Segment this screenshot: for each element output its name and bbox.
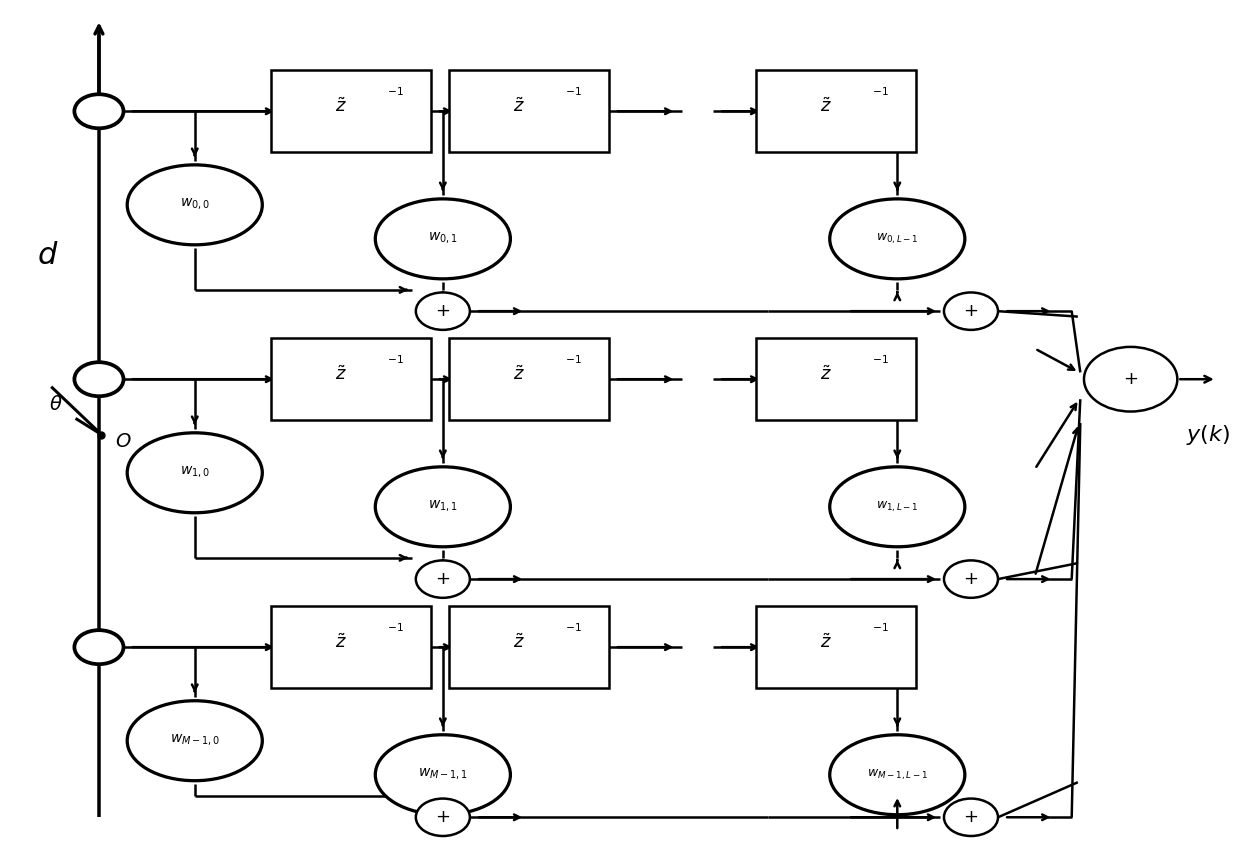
Text: $\tilde{z}$: $\tilde{z}$ xyxy=(820,634,832,652)
Ellipse shape xyxy=(128,433,263,513)
Text: $+$: $+$ xyxy=(963,302,978,320)
Text: $+$: $+$ xyxy=(1123,371,1138,389)
Text: $+$: $+$ xyxy=(435,809,450,826)
Circle shape xyxy=(415,798,470,836)
Text: $\tilde{z}$: $\tilde{z}$ xyxy=(513,98,525,116)
Circle shape xyxy=(944,798,998,836)
Text: $\theta$: $\theta$ xyxy=(50,395,63,414)
Text: $^{-1}$: $^{-1}$ xyxy=(387,625,403,639)
Circle shape xyxy=(944,292,998,330)
Text: $\tilde{z}$: $\tilde{z}$ xyxy=(335,366,347,384)
Bar xyxy=(270,338,430,420)
Text: $^{-1}$: $^{-1}$ xyxy=(564,625,582,639)
Text: $w_{M-1,L-1}$: $w_{M-1,L-1}$ xyxy=(867,768,928,782)
Bar xyxy=(756,338,915,420)
Ellipse shape xyxy=(830,199,965,279)
Text: $w_{M-1,0}$: $w_{M-1,0}$ xyxy=(170,734,219,748)
Text: $^{-1}$: $^{-1}$ xyxy=(387,356,403,371)
Text: $^{-1}$: $^{-1}$ xyxy=(872,356,889,371)
Ellipse shape xyxy=(376,199,511,279)
Bar xyxy=(270,71,430,153)
Text: $\tilde{z}$: $\tilde{z}$ xyxy=(820,366,832,384)
Text: $\tilde{z}$: $\tilde{z}$ xyxy=(335,98,347,116)
Text: $d$: $d$ xyxy=(37,241,58,270)
Text: $^{-1}$: $^{-1}$ xyxy=(872,89,889,103)
Circle shape xyxy=(74,362,124,396)
Ellipse shape xyxy=(376,467,511,547)
Text: $w_{0,L-1}$: $w_{0,L-1}$ xyxy=(875,232,919,246)
Text: $w_{0,1}$: $w_{0,1}$ xyxy=(428,232,458,246)
Text: $\tilde{z}$: $\tilde{z}$ xyxy=(513,366,525,384)
Ellipse shape xyxy=(376,734,511,815)
Text: $w_{0,0}$: $w_{0,0}$ xyxy=(180,198,210,212)
Circle shape xyxy=(1084,347,1177,412)
Text: $w_{1,L-1}$: $w_{1,L-1}$ xyxy=(875,499,919,514)
Circle shape xyxy=(944,561,998,598)
Text: $+$: $+$ xyxy=(963,570,978,588)
Text: $w_{1,0}$: $w_{1,0}$ xyxy=(180,465,210,481)
Circle shape xyxy=(74,630,124,665)
Ellipse shape xyxy=(830,467,965,547)
Text: $\tilde{z}$: $\tilde{z}$ xyxy=(335,634,347,652)
Ellipse shape xyxy=(128,165,263,245)
Text: $^{-1}$: $^{-1}$ xyxy=(872,625,889,639)
Circle shape xyxy=(415,561,470,598)
Bar xyxy=(756,607,915,688)
Circle shape xyxy=(74,95,124,129)
Bar xyxy=(756,71,915,153)
Text: $+$: $+$ xyxy=(435,570,450,588)
Ellipse shape xyxy=(830,734,965,815)
Text: $w_{M-1,1}$: $w_{M-1,1}$ xyxy=(418,768,467,782)
Text: $y(k)$: $y(k)$ xyxy=(1185,423,1230,446)
Text: $+$: $+$ xyxy=(963,809,978,826)
Text: $\tilde{z}$: $\tilde{z}$ xyxy=(820,98,832,116)
Bar xyxy=(449,338,609,420)
Text: $^{-1}$: $^{-1}$ xyxy=(387,89,403,103)
Text: $O$: $O$ xyxy=(115,432,131,451)
Text: $^{-1}$: $^{-1}$ xyxy=(564,356,582,371)
Text: $\tilde{z}$: $\tilde{z}$ xyxy=(513,634,525,652)
Bar xyxy=(270,607,430,688)
Circle shape xyxy=(415,292,470,330)
Text: $^{-1}$: $^{-1}$ xyxy=(564,89,582,103)
Bar xyxy=(449,71,609,153)
Text: $+$: $+$ xyxy=(435,302,450,320)
Ellipse shape xyxy=(128,700,263,780)
Bar xyxy=(449,607,609,688)
Text: $w_{1,1}$: $w_{1,1}$ xyxy=(428,499,458,515)
